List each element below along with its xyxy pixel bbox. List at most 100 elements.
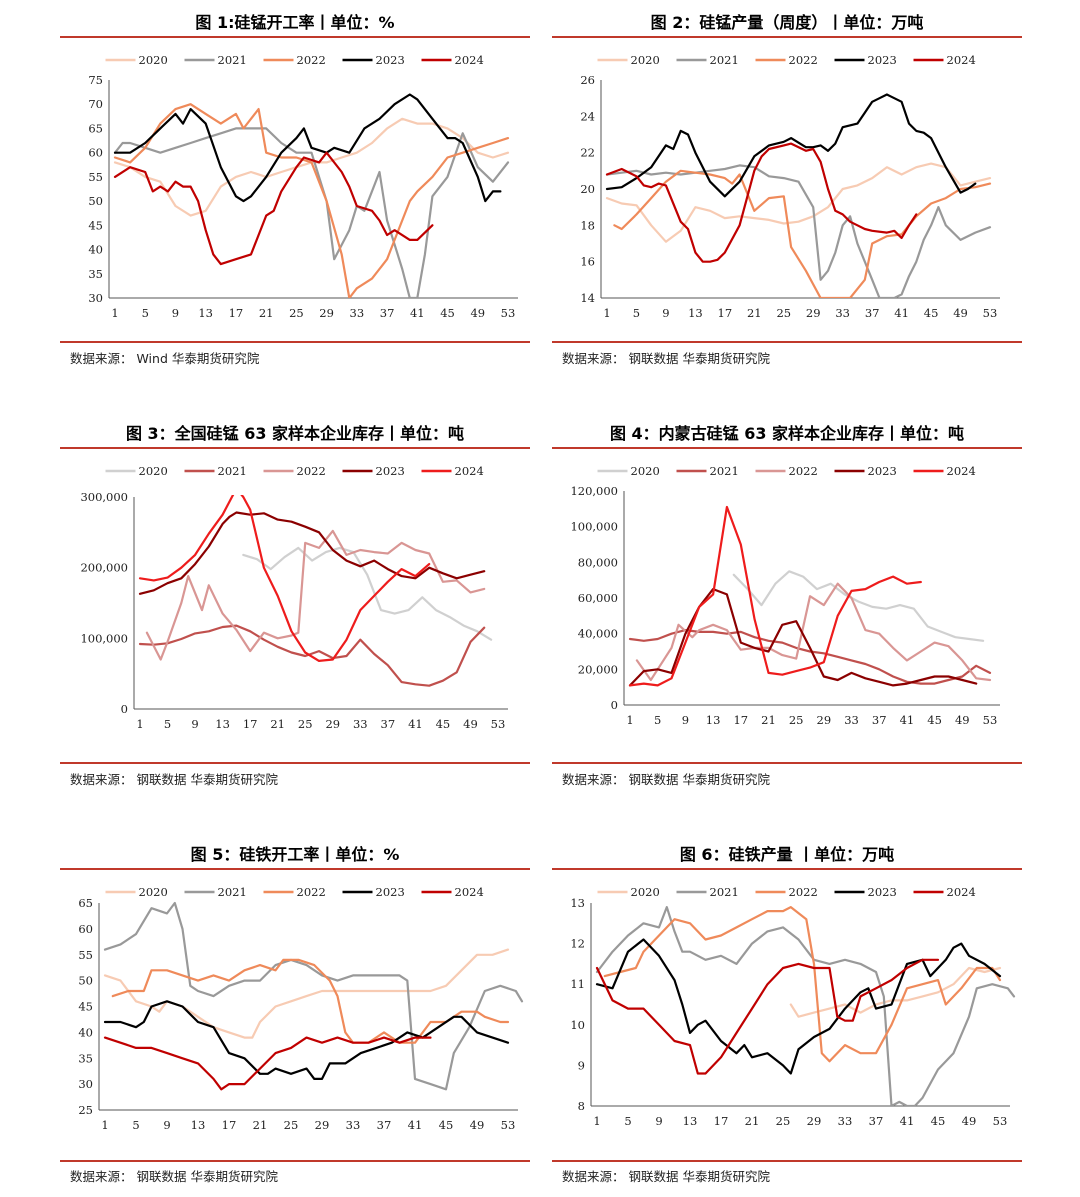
x-tick-label: 29 [817, 713, 832, 727]
series-line-2022 [603, 906, 1002, 1063]
chart-source: 数据来源： 钢联数据 华泰期货研究院 [562, 1169, 770, 1184]
legend-label: 2021 [218, 885, 247, 899]
legend: 2020 2021 2022 2023 2024 [597, 53, 976, 67]
y-tick-label: 25 [78, 1103, 93, 1117]
legend-label: 2024 [455, 53, 484, 67]
chart-svg: 30 35 40 45 50 55 60 65 70 75 1 5 9 13 17 21 25 29 33 37 41 4… [88, 53, 518, 320]
legend-label: 2023 [868, 53, 897, 67]
chart-panel-3: 图 3：全国硅锰 63 家样本企业库存丨单位：吨 0 100,000 200,000… [60, 419, 530, 799]
series-line-2022 [113, 103, 510, 298]
series-line-2020 [103, 948, 510, 1039]
legend-label: 2022 [297, 53, 326, 67]
y-tick-label: 35 [78, 1051, 93, 1065]
legend-label: 2022 [789, 885, 818, 899]
legend-label: 2020 [631, 464, 660, 478]
x-tick-label: 9 [163, 1118, 170, 1132]
x-tick-label: 33 [844, 713, 859, 727]
x-tick-label: 5 [654, 713, 661, 727]
legend-label: 2023 [376, 885, 405, 899]
y-tick-label: 20,000 [578, 662, 618, 676]
x-tick-label: 9 [655, 1114, 662, 1128]
legend: 2020 2021 2022 2023 2024 [597, 885, 976, 899]
y-tick-label: 0 [121, 702, 128, 716]
series-line-2020 [113, 117, 510, 217]
chart-svg: 0 100,000 200,000 300,000 1 5 9 13 17 21 25 29 33 37 4… [80, 464, 508, 731]
x-tick-label: 41 [408, 1118, 423, 1132]
x-tick-label: 9 [191, 717, 198, 731]
y-tick-label: 26 [580, 73, 595, 87]
legend-label: 2022 [297, 885, 326, 899]
x-tick-label: 25 [289, 306, 304, 320]
chart-panel-6: 图 6：硅铁产量 丨单位：万吨 8 9 10 11 12 13 1 5 9 13 17 21 25 29 3… [552, 840, 1022, 1195]
x-tick-label: 33 [838, 1114, 853, 1128]
source-rule [60, 1160, 530, 1162]
x-tick-label: 1 [111, 306, 118, 320]
x-tick-label: 29 [319, 306, 334, 320]
x-tick-label: 25 [776, 306, 791, 320]
x-tick-label: 21 [745, 1114, 760, 1128]
legend-label: 2022 [789, 53, 818, 67]
x-tick-label: 21 [761, 713, 776, 727]
y-tick-label: 0 [611, 698, 618, 712]
series-line-2020 [605, 162, 992, 243]
x-tick-label: 13 [198, 306, 213, 320]
y-tick-label: 16 [580, 255, 595, 269]
x-tick-label: 41 [408, 717, 423, 731]
x-tick-label: 49 [470, 1118, 485, 1132]
series-line-2021 [595, 906, 1016, 1106]
x-tick-label: 9 [662, 306, 669, 320]
x-tick-label: 37 [377, 1118, 392, 1132]
series-line-2023 [138, 511, 486, 595]
x-tick-label: 13 [191, 1118, 206, 1132]
x-tick-label: 13 [688, 306, 703, 320]
x-tick-label: 1 [101, 1118, 108, 1132]
x-tick-label: 53 [993, 1114, 1008, 1128]
x-tick-label: 5 [624, 1114, 631, 1128]
x-tick-label: 37 [865, 306, 880, 320]
y-tick-label: 75 [88, 73, 103, 87]
chart-source: 数据来源： 钢联数据 华泰期货研究院 [70, 772, 278, 787]
x-tick-label: 5 [142, 306, 149, 320]
chart-title: 图 4：内蒙古硅锰 63 家样本企业库存丨单位：吨 [609, 424, 965, 443]
series-line-2020 [732, 570, 985, 642]
x-tick-label: 13 [683, 1114, 698, 1128]
legend: 2020 2021 2022 2023 2024 [105, 885, 484, 899]
y-tick-label: 14 [580, 291, 595, 305]
y-tick-label: 10 [570, 1018, 585, 1032]
x-tick-label: 1 [136, 717, 143, 731]
x-tick-label: 1 [593, 1114, 600, 1128]
series-line-2023 [595, 938, 1002, 1075]
legend: 2020 2021 2022 2023 2024 [597, 464, 976, 478]
y-tick-label: 45 [78, 1000, 93, 1014]
x-tick-label: 53 [491, 717, 506, 731]
x-tick-label: 17 [714, 1114, 729, 1128]
y-tick-label: 60,000 [578, 591, 618, 605]
y-tick-label: 100,000 [80, 631, 128, 645]
legend-label: 2023 [868, 464, 897, 478]
x-tick-label: 45 [436, 717, 451, 731]
y-tick-label: 8 [578, 1099, 585, 1113]
legend-label: 2020 [631, 53, 660, 67]
y-tick-label: 30 [78, 1077, 93, 1091]
chart-svg: 25 30 35 40 45 50 55 60 65 1 5 9 13 17 21 25 29 33 37 41 45 4… [78, 885, 524, 1132]
series-line-2021 [605, 164, 992, 298]
x-tick-label: 53 [501, 306, 516, 320]
y-tick-label: 24 [580, 109, 595, 123]
chart-source: 数据来源： 钢联数据 华泰期货研究院 [562, 772, 770, 787]
chart-svg: 0 20,000 40,000 60,000 80,000 100,000 120,000 1… [570, 464, 1000, 727]
legend-label: 2024 [455, 464, 484, 478]
series-line-2024 [103, 1036, 432, 1091]
x-tick-label: 1 [626, 713, 633, 727]
x-tick-label: 45 [440, 306, 455, 320]
series-line-2024 [138, 495, 431, 662]
legend: 2020 2021 2022 2023 2024 [105, 53, 484, 67]
legend-label: 2021 [218, 53, 247, 67]
y-tick-label: 100,000 [570, 520, 618, 534]
x-tick-label: 17 [222, 1118, 237, 1132]
series-line-2024 [113, 151, 434, 266]
x-tick-label: 29 [807, 1114, 822, 1128]
x-tick-label: 13 [706, 713, 721, 727]
y-tick-label: 65 [88, 121, 103, 135]
y-tick-label: 20 [580, 182, 595, 196]
x-tick-label: 9 [172, 306, 179, 320]
